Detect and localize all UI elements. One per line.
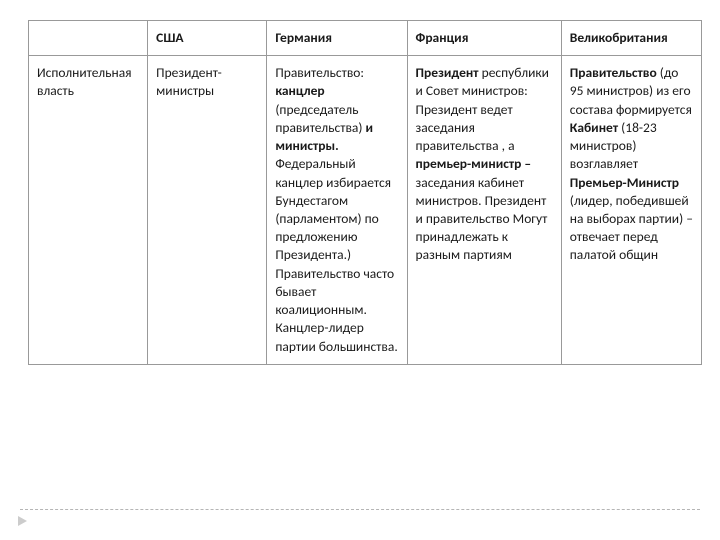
cell-france: Президент республики и Совет министров: … xyxy=(407,56,561,365)
comparison-table: США Германия Франция Великобритания Испо… xyxy=(28,20,702,365)
header-france: Франция xyxy=(407,21,561,56)
header-usa: США xyxy=(148,21,267,56)
nav-arrow-icon xyxy=(18,516,27,526)
header-uk: Великобритания xyxy=(561,21,701,56)
header-germany: Германия xyxy=(267,21,407,56)
table-header-row: США Германия Франция Великобритания xyxy=(29,21,702,56)
header-empty xyxy=(29,21,148,56)
cell-uk: Правительство (до 95 министров) из его с… xyxy=(561,56,701,365)
footer-divider xyxy=(20,509,700,510)
table-row: Исполнительная власть Президент- министр… xyxy=(29,56,702,365)
cell-usa: Президент- министры xyxy=(148,56,267,365)
cell-germany: Правительство: канцлер (председатель пра… xyxy=(267,56,407,365)
row-label: Исполнительная власть xyxy=(29,56,148,365)
